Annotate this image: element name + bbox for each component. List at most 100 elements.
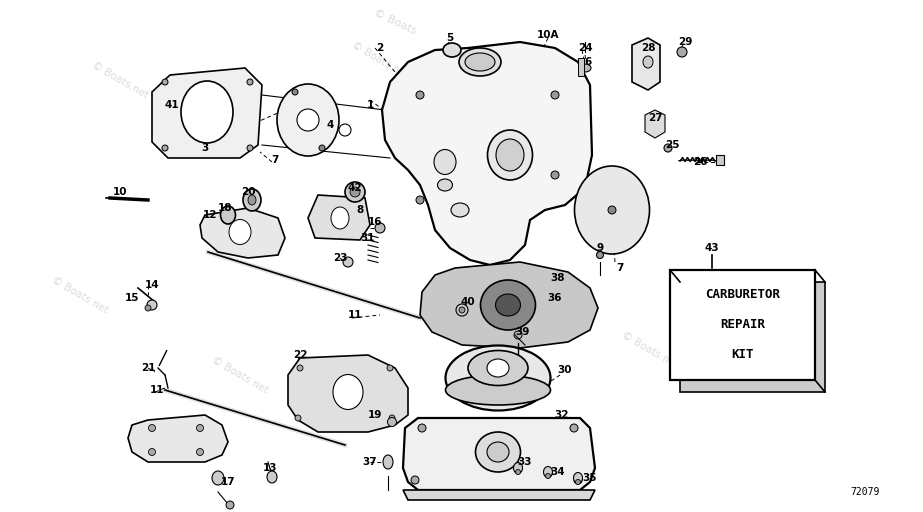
Text: 10A: 10A xyxy=(537,30,559,40)
Text: 29: 29 xyxy=(677,37,692,47)
Polygon shape xyxy=(632,38,660,90)
Text: 23: 23 xyxy=(333,253,347,263)
Ellipse shape xyxy=(516,470,521,475)
Bar xyxy=(670,270,815,380)
Text: 20: 20 xyxy=(241,187,256,197)
Text: © Boats.net: © Boats.net xyxy=(90,60,150,100)
Text: 12: 12 xyxy=(203,210,217,220)
Text: 28: 28 xyxy=(641,43,655,53)
Ellipse shape xyxy=(248,195,256,205)
Text: 34: 34 xyxy=(551,467,565,477)
Ellipse shape xyxy=(343,257,353,267)
Ellipse shape xyxy=(277,84,339,156)
Text: 41: 41 xyxy=(164,100,179,110)
Ellipse shape xyxy=(643,56,653,68)
Text: 15: 15 xyxy=(125,293,139,303)
Ellipse shape xyxy=(446,375,550,405)
Ellipse shape xyxy=(350,187,360,197)
Ellipse shape xyxy=(375,223,385,233)
Text: 42: 42 xyxy=(348,183,363,193)
Ellipse shape xyxy=(487,359,509,377)
Bar xyxy=(578,58,584,76)
Ellipse shape xyxy=(416,91,424,99)
Text: 11: 11 xyxy=(150,385,164,395)
Ellipse shape xyxy=(451,203,469,217)
Ellipse shape xyxy=(383,455,393,469)
Text: 25: 25 xyxy=(665,140,679,150)
Text: 2: 2 xyxy=(377,43,384,53)
Bar xyxy=(716,155,724,165)
Ellipse shape xyxy=(496,294,521,316)
Ellipse shape xyxy=(162,79,168,85)
Text: REPAIR: REPAIR xyxy=(720,318,765,331)
Ellipse shape xyxy=(181,81,233,143)
Text: 7: 7 xyxy=(617,263,624,273)
Text: 8: 8 xyxy=(356,205,364,215)
Text: © Boats.net: © Boats.net xyxy=(210,355,270,395)
Text: © Boats.net: © Boats.net xyxy=(620,330,680,370)
Text: CARBURETOR: CARBURETOR xyxy=(705,288,780,302)
Text: 19: 19 xyxy=(367,410,382,420)
Text: 7: 7 xyxy=(271,155,279,165)
Ellipse shape xyxy=(576,480,581,484)
Ellipse shape xyxy=(411,476,419,484)
Text: KIT: KIT xyxy=(731,349,754,361)
Ellipse shape xyxy=(574,476,582,484)
Ellipse shape xyxy=(438,179,452,191)
Ellipse shape xyxy=(468,351,528,386)
Ellipse shape xyxy=(388,417,397,426)
Ellipse shape xyxy=(487,442,509,462)
Ellipse shape xyxy=(596,251,604,259)
Ellipse shape xyxy=(487,130,533,180)
Polygon shape xyxy=(680,282,825,392)
Ellipse shape xyxy=(551,91,559,99)
Text: 24: 24 xyxy=(578,43,593,53)
Ellipse shape xyxy=(319,145,325,151)
Ellipse shape xyxy=(389,415,395,421)
Ellipse shape xyxy=(345,182,365,202)
Text: 72079: 72079 xyxy=(851,487,880,497)
Text: 18: 18 xyxy=(218,203,233,213)
Text: 37: 37 xyxy=(363,457,378,467)
Polygon shape xyxy=(308,195,370,240)
Ellipse shape xyxy=(574,166,650,254)
Ellipse shape xyxy=(465,53,495,71)
Ellipse shape xyxy=(226,501,234,509)
Ellipse shape xyxy=(481,280,535,330)
Text: 6: 6 xyxy=(584,57,592,67)
Text: © Boats.net: © Boats.net xyxy=(50,275,110,315)
Ellipse shape xyxy=(443,43,461,57)
Ellipse shape xyxy=(434,150,456,175)
Ellipse shape xyxy=(295,415,301,421)
Ellipse shape xyxy=(570,424,578,432)
Ellipse shape xyxy=(664,144,672,152)
Ellipse shape xyxy=(387,365,393,371)
Ellipse shape xyxy=(247,79,253,85)
Polygon shape xyxy=(382,42,592,265)
Text: 40: 40 xyxy=(461,297,475,307)
Ellipse shape xyxy=(459,48,501,76)
Ellipse shape xyxy=(162,145,168,151)
Text: 36: 36 xyxy=(547,293,562,303)
Text: 1: 1 xyxy=(366,100,374,110)
Text: © Boats.net: © Boats.net xyxy=(430,315,490,355)
Ellipse shape xyxy=(456,304,468,316)
Text: 11: 11 xyxy=(348,310,362,320)
Ellipse shape xyxy=(297,109,319,131)
Text: 43: 43 xyxy=(704,243,719,253)
Text: 16: 16 xyxy=(367,217,382,227)
Ellipse shape xyxy=(459,307,465,313)
Ellipse shape xyxy=(608,206,616,214)
Ellipse shape xyxy=(267,471,277,483)
Ellipse shape xyxy=(545,474,550,479)
Polygon shape xyxy=(645,110,665,138)
Ellipse shape xyxy=(418,424,426,432)
Ellipse shape xyxy=(149,449,155,456)
Ellipse shape xyxy=(297,365,303,371)
Ellipse shape xyxy=(544,466,553,478)
Ellipse shape xyxy=(475,432,521,472)
Text: 10: 10 xyxy=(113,187,127,197)
Text: 33: 33 xyxy=(518,457,533,467)
Ellipse shape xyxy=(416,196,424,204)
Text: 3: 3 xyxy=(201,143,209,153)
